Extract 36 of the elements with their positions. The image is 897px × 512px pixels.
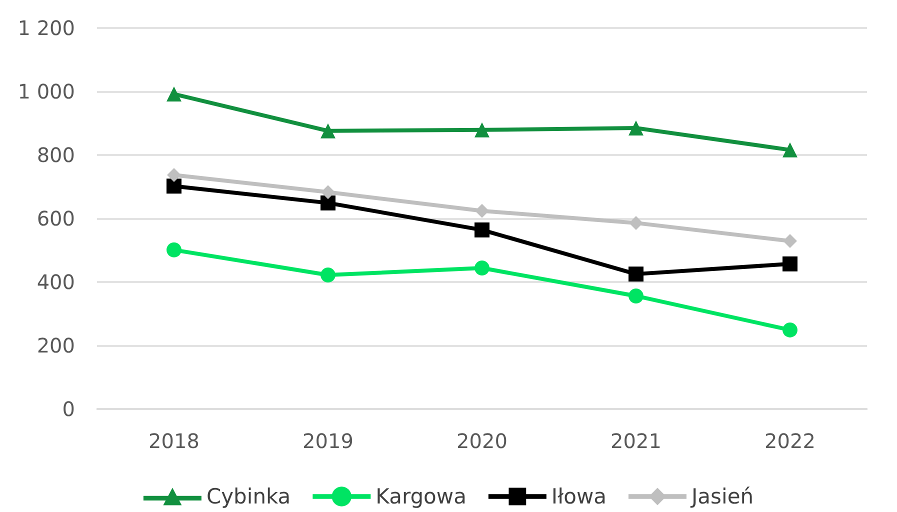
point: [628, 288, 644, 304]
point: [166, 86, 182, 102]
legend-label: Cybinka: [206, 484, 291, 508]
x-tick-label: 2022: [764, 429, 816, 453]
y-tick-label: 800: [36, 143, 75, 167]
y-tick-label: 400: [36, 270, 75, 294]
y-tick-label: 1 000: [18, 80, 75, 104]
point: [782, 322, 798, 338]
legend-label: Jasień: [689, 484, 754, 508]
point: [320, 268, 336, 283]
point: [628, 120, 644, 136]
x-tick-label: 2018: [148, 429, 200, 453]
point: [474, 122, 490, 138]
point: [166, 242, 182, 258]
point: [320, 123, 336, 138]
point: [474, 222, 490, 238]
x-tick-label: 2019: [302, 429, 354, 453]
point: [321, 185, 335, 200]
y-tick-label: 1 200: [18, 16, 75, 40]
point: [782, 256, 798, 272]
point: [166, 178, 182, 194]
y-tick-label: 200: [36, 334, 75, 358]
point: [474, 260, 490, 276]
point: [628, 266, 644, 282]
point: [629, 216, 643, 230]
y-tick-label: 0: [62, 397, 75, 421]
point: [783, 234, 797, 248]
x-tick-label: 2020: [456, 429, 508, 453]
x-tick-label: 2021: [610, 429, 662, 453]
point: [782, 142, 798, 158]
point: [475, 204, 489, 218]
legend-label: Iłowa: [551, 484, 606, 508]
y-tick-label: 600: [36, 206, 75, 230]
point: [320, 195, 336, 210]
point: [167, 168, 181, 182]
legend-label: Kargowa: [376, 484, 466, 508]
